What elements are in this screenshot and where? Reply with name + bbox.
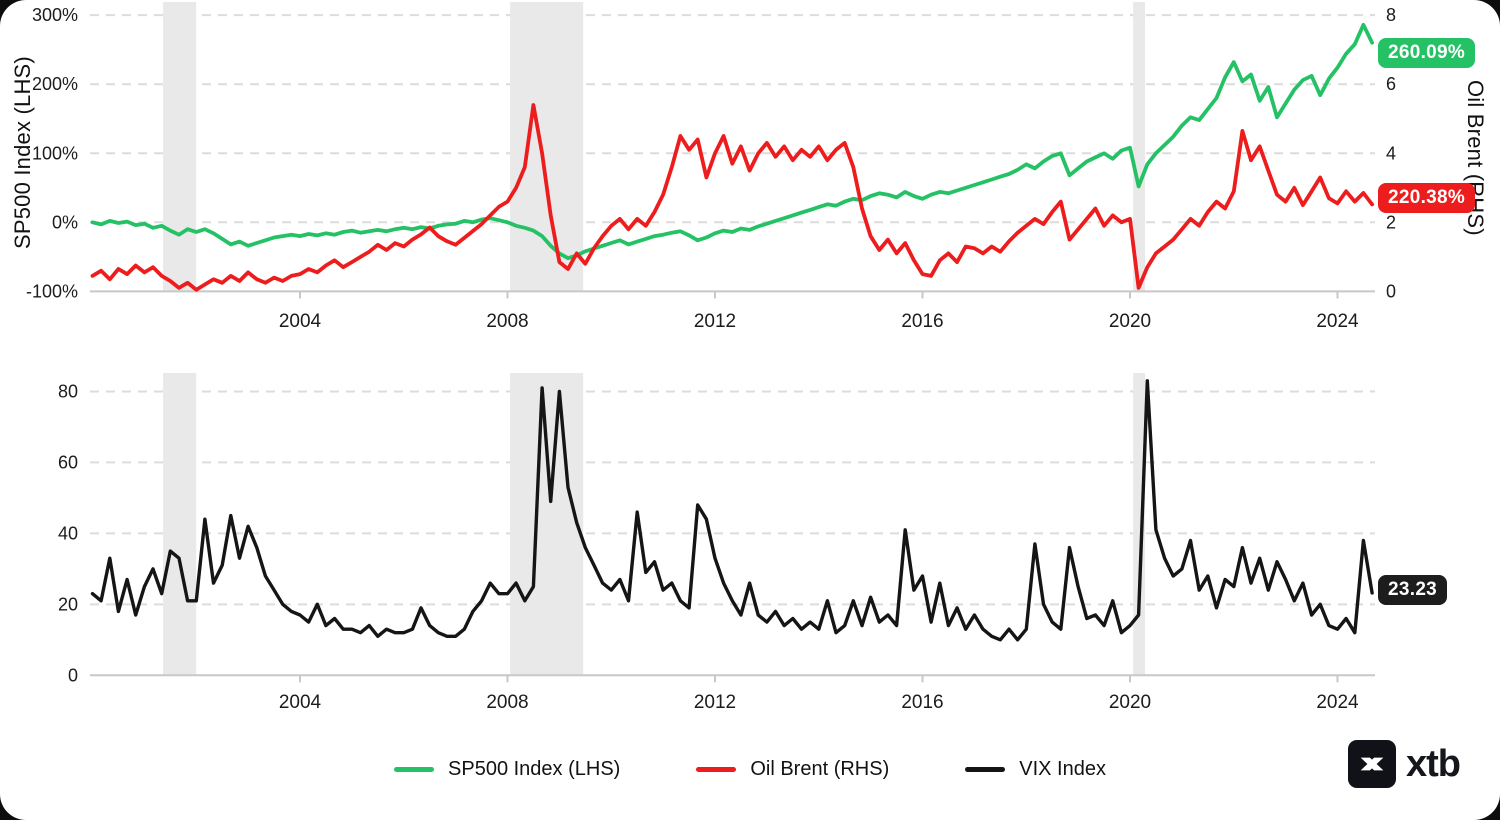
svg-text:100%: 100% xyxy=(32,143,78,163)
xtb-logo-text: xtb xyxy=(1406,742,1461,785)
svg-text:2004: 2004 xyxy=(279,311,322,332)
svg-text:2020: 2020 xyxy=(1109,311,1151,332)
legend-label-sp500: SP500 Index (LHS) xyxy=(448,757,621,780)
svg-text:80: 80 xyxy=(58,381,78,401)
sp500-last-value-badge: 260.09% xyxy=(1378,38,1476,68)
svg-text:0%: 0% xyxy=(52,212,78,232)
xtb-branding: xtb xyxy=(1348,740,1461,788)
svg-text:20: 20 xyxy=(58,594,78,614)
legend-item-brent: Oil Brent (RHS) xyxy=(696,758,889,781)
sp500-line-swatch xyxy=(394,766,435,772)
svg-text:0: 0 xyxy=(68,665,78,685)
vix-line-swatch xyxy=(965,766,1006,772)
svg-text:2: 2 xyxy=(1386,212,1396,232)
left-axis-title: SP500 Index (LHS) xyxy=(10,56,35,249)
legend-label-brent: Oil Brent (RHS) xyxy=(750,757,890,780)
svg-text:2008: 2008 xyxy=(486,311,528,332)
svg-text:2020: 2020 xyxy=(1109,692,1151,713)
svg-text:0: 0 xyxy=(1386,281,1396,301)
svg-text:6: 6 xyxy=(1386,74,1396,94)
legend-item-sp500: SP500 Index (LHS) xyxy=(394,758,620,781)
svg-text:-100%: -100% xyxy=(26,281,78,301)
legend-label-vix: VIX Index xyxy=(1019,757,1106,780)
svg-text:200%: 200% xyxy=(32,74,78,94)
svg-text:300%: 300% xyxy=(32,5,78,25)
svg-text:4: 4 xyxy=(1386,143,1396,163)
vix-last-value-badge: 23.23 xyxy=(1378,575,1448,605)
svg-text:40: 40 xyxy=(58,523,78,543)
legend-item-vix: VIX Index xyxy=(965,758,1106,781)
svg-text:8: 8 xyxy=(1386,5,1396,25)
legend: SP500 Index (LHS) Oil Brent (RHS) VIX In… xyxy=(0,750,1500,788)
svg-text:2024: 2024 xyxy=(1316,692,1359,713)
svg-text:2024: 2024 xyxy=(1316,311,1359,332)
xtb-x-glyph xyxy=(1360,757,1384,771)
svg-text:60: 60 xyxy=(58,452,78,472)
svg-text:2016: 2016 xyxy=(901,311,943,332)
svg-text:2012: 2012 xyxy=(694,311,736,332)
brent-last-value-badge: 220.38% xyxy=(1378,183,1476,213)
brent-line-swatch xyxy=(696,766,737,772)
svg-text:2004: 2004 xyxy=(279,692,322,713)
svg-text:2012: 2012 xyxy=(694,692,736,713)
svg-text:2016: 2016 xyxy=(901,692,943,713)
svg-text:2008: 2008 xyxy=(486,692,528,713)
xtb-logo-icon xyxy=(1348,740,1396,788)
